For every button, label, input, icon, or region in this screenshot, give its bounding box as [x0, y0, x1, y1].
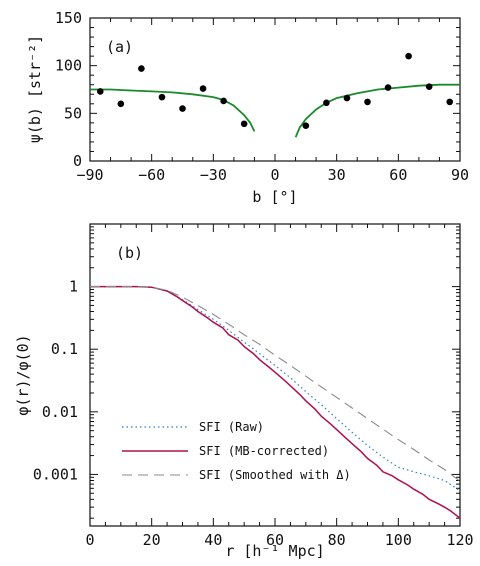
panel-b: 0 20 40 60 80 100 120 1 0.1 0.01 0.001 (b) r [h⁻¹ …: [14, 223, 474, 560]
panel-a-data-point: [405, 52, 412, 60]
panel-a-y-axis-label: ψ(b) [str⁻²]: [26, 35, 44, 143]
panel-b-x-tick-label: 60: [266, 531, 284, 549]
panel-b-x-axis-label: r [h⁻¹ Mpc]: [225, 542, 324, 560]
panel-a-data-point: [384, 84, 392, 91]
panel-a-model-curve: [294, 83, 460, 138]
panel-a-data-point: [446, 98, 454, 106]
panel-a-x-tick-label: 90: [451, 166, 469, 184]
panel-b-y-tick-label: 0.1: [51, 340, 78, 358]
panel-b-y-tick-label: 1: [69, 278, 78, 296]
panel-a-data-point: [199, 85, 207, 92]
panel-b-y-axis-label: φ(r)/φ(0): [14, 334, 32, 415]
panel-a-data-point: [138, 65, 145, 72]
panel-a-frame: [89, 17, 461, 162]
panel-a: −90 −60 −30 0 30 60 90 0 50 100 150 (a) b [°] ψ(b)…: [26, 9, 469, 206]
panel-a-y-tick-label: 0: [73, 152, 82, 170]
panel-a-x-tick-label: −90: [76, 166, 103, 184]
panel-a-data-point: [117, 100, 125, 108]
panel-a-data-point: [158, 93, 166, 101]
panel-b-x-tick-label: 0: [85, 531, 94, 549]
panel-b-x-tick-label: 100: [385, 531, 412, 549]
legend-label: SFI (Raw): [199, 420, 264, 434]
panel-a-data-point: [302, 122, 310, 130]
panel-b-x-tick-label: 120: [446, 531, 473, 549]
panel-a-x-tick-label: 0: [270, 166, 279, 184]
panel-a-x-axis-label: b [°]: [252, 188, 297, 206]
panel-a-model-curve: [90, 88, 256, 132]
legend: SFI (Raw) SFI (MB-corrected) SFI (Smoothed…: [122, 420, 351, 482]
panel-a-x-tick-label: −60: [138, 166, 165, 184]
panel-a-x-tick-label: 60: [389, 166, 407, 184]
panel-a-data-point: [323, 99, 330, 107]
series-line-1: [90, 286, 461, 492]
panel-b-y-tick-label: 0.01: [42, 403, 78, 421]
panel-a-data-point: [343, 94, 351, 102]
panel-a-data-point: [220, 97, 227, 105]
panel-a-y-tick-label: 50: [64, 104, 82, 122]
panel-a-data-point: [96, 88, 104, 95]
panel-a-y-tick-label: 100: [55, 57, 82, 75]
panel-b-x-tick-label: 40: [204, 531, 222, 549]
panel-a-y-tick-label: 150: [55, 9, 82, 27]
panel-a-data-point: [425, 83, 433, 90]
panel-b-x-tick-label: 20: [143, 531, 161, 549]
panel-a-data-point: [179, 105, 186, 112]
panel-a-data-point: [240, 120, 248, 128]
panel-a-label: (a): [106, 38, 133, 56]
panel-b-label: (b): [116, 244, 143, 262]
panel-a-x-tick-label: −30: [200, 166, 227, 184]
panel-b-x-tick-label: 80: [328, 531, 346, 549]
series-line-3: [90, 286, 461, 482]
panel-a-data-point: [364, 98, 371, 106]
panel-a-x-tick-label: 30: [328, 166, 346, 184]
panel-b-y-tick-label: 0.001: [33, 465, 78, 483]
legend-label: SFI (MB-corrected): [199, 444, 329, 458]
series-line-2: [90, 285, 461, 519]
legend-label: SFI (Smoothed with Δ): [199, 468, 351, 482]
